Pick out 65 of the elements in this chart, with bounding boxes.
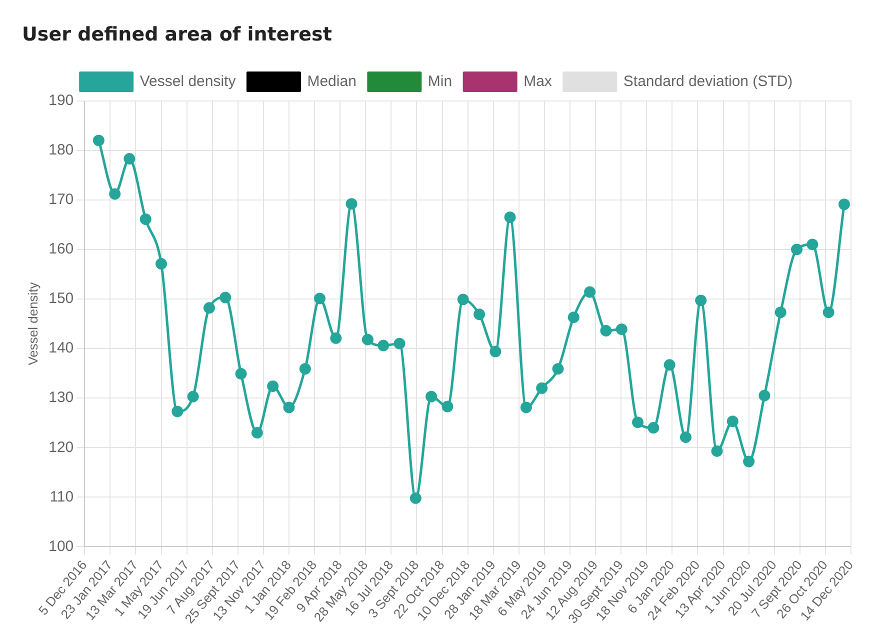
point [267,380,279,392]
point [457,294,469,306]
point [140,213,152,225]
y-tick-label: 140 [48,340,74,357]
point [520,402,532,414]
point [774,306,786,318]
y-tick-label: 120 [48,438,74,456]
point [552,363,564,375]
y-tick-label: 150 [48,290,74,308]
point [394,338,406,350]
point [536,382,548,394]
point [426,390,438,402]
legend-label: Min [428,72,452,90]
point [474,308,486,320]
point [442,400,454,412]
point [314,292,326,304]
point [822,306,834,318]
point [109,188,121,200]
point [187,390,199,402]
point [490,346,502,358]
point [838,198,850,210]
y-tick-label: 180 [48,141,74,158]
point [806,238,818,250]
point [410,492,422,504]
y-tick-label: 110 [50,488,74,506]
y-tick-label: 170 [48,191,74,208]
point [378,340,390,352]
point [648,422,660,434]
point [156,258,168,270]
point [362,334,374,346]
point [346,198,358,210]
y-tick-label: 160 [48,240,74,258]
legend-label: Max [524,72,552,90]
point [584,286,596,298]
point [251,427,263,439]
point [695,294,707,306]
legend-label: Standard deviation (STD) [623,72,793,90]
point [726,416,738,428]
point [330,332,342,344]
point [680,431,692,443]
point [504,211,516,223]
y-tick-label: 130 [48,389,74,406]
point [632,416,644,428]
point [616,323,628,335]
point [172,406,184,418]
point [758,390,770,402]
y-axis-title: Vessel density [25,282,40,366]
point [124,153,136,165]
point [791,244,803,256]
point [664,359,676,371]
point [235,368,247,380]
point [220,292,232,304]
point [568,312,580,324]
point [283,402,295,414]
legend-label: Median [307,72,356,90]
legend-label: Vessel density [140,72,236,90]
point [600,324,612,336]
chart-title: User defined area of interest [22,23,332,46]
point [743,456,755,468]
point [711,445,723,457]
y-tick-label: 190 [48,92,74,109]
y-tick-label: 100 [48,538,74,555]
point [203,302,215,314]
point [92,134,104,146]
point [299,363,311,375]
